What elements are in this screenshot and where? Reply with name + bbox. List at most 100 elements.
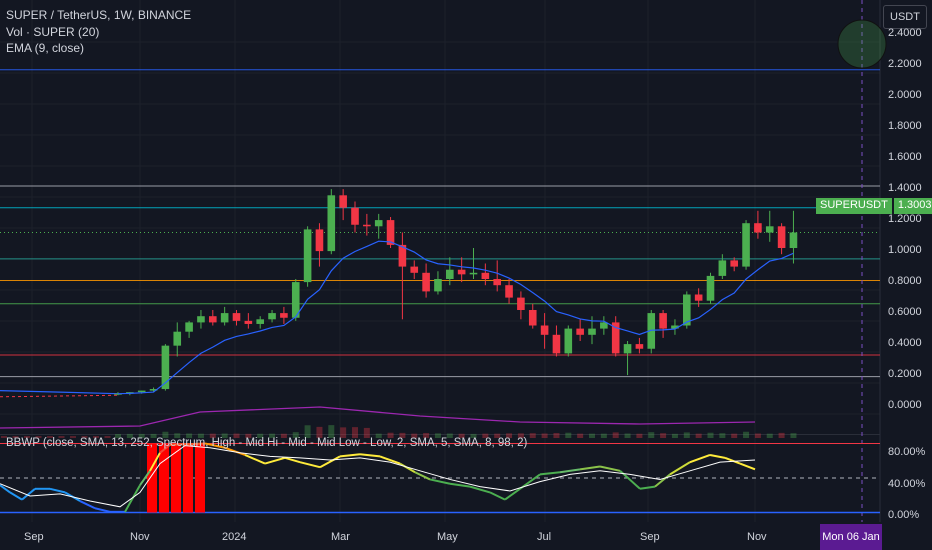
candle-body [351, 207, 359, 225]
volume-bar [541, 433, 548, 438]
time-axis-label: Mar [331, 531, 350, 543]
volume-bar [506, 433, 513, 438]
volume-legend[interactable]: Vol · SUPER (20) [6, 25, 100, 39]
price-axis-label: 2.0000 [888, 89, 922, 101]
volume-bar [446, 433, 453, 438]
bbwp-line [429, 478, 451, 485]
volume-bar [197, 433, 204, 438]
time-axis-label: Sep [640, 531, 660, 543]
time-axis-label: Nov [747, 531, 767, 543]
candle-body [564, 328, 573, 354]
price-axis-label: 1.4000 [888, 182, 922, 194]
bbwp-line [9, 491, 23, 501]
volume-bar [790, 433, 797, 438]
volume-bar [269, 433, 276, 438]
volume-bar [423, 433, 430, 438]
volume-bar [138, 433, 145, 438]
bbwp-line [124, 484, 141, 513]
candle-body [161, 345, 170, 390]
volume-bar [553, 433, 560, 438]
bbwp-line [724, 456, 741, 465]
price-axis-label: 0.8000 [888, 275, 922, 287]
bbwp-extreme-bar [183, 443, 193, 513]
time-axis-label: Sep [24, 531, 44, 543]
volume-bar [304, 425, 311, 438]
bbwp-line [204, 442, 226, 449]
currency-button[interactable]: USDT [883, 5, 927, 29]
price-axis-label: 1.8000 [888, 120, 922, 132]
candle-body [363, 224, 371, 227]
volume-bar [70, 436, 76, 438]
bbwp-line [139, 470, 151, 486]
candle-body [552, 334, 561, 354]
candle-body [730, 260, 738, 267]
time-axis-label: Nov [130, 531, 150, 543]
volume-bar [209, 433, 216, 438]
candle-body [635, 344, 644, 349]
volume-bar [150, 433, 157, 438]
candle-body [232, 313, 241, 321]
candle-body [327, 195, 336, 252]
candle-body [765, 226, 774, 233]
last-price-tag: SUPERUSDT 1.3003 [816, 198, 932, 214]
price-axis-label: 1.0000 [888, 244, 922, 256]
volume-bar [280, 433, 287, 438]
volume-bar [589, 433, 595, 438]
volume-bar [1, 436, 7, 438]
volume-bar [565, 432, 572, 438]
candle-body [303, 229, 312, 283]
symbol-legend[interactable]: SUPER / TetherUS, 1W, BINANCE [6, 8, 192, 22]
price-axis-label: 0.2000 [888, 368, 922, 380]
candle-body [754, 223, 762, 233]
bbwp-line [149, 452, 161, 472]
bbwp-extreme-bar [159, 443, 169, 513]
candle-body [493, 279, 501, 286]
price-axis-label: 0.4000 [888, 337, 922, 349]
volume-bar [636, 433, 643, 438]
volume-bar [292, 432, 299, 438]
ema-legend[interactable]: EMA (9, close) [6, 41, 85, 55]
volume-bar [363, 427, 370, 438]
candle-body [671, 325, 679, 329]
candle-body [197, 316, 205, 323]
candle-body [137, 390, 146, 393]
price-axis-label: 2.2000 [888, 58, 922, 70]
bbwp-line [669, 461, 691, 476]
bbwp-line [469, 485, 491, 494]
volume-bar [126, 433, 133, 438]
bbwp-line [414, 471, 431, 481]
candle-body [374, 220, 383, 227]
time-axis-label: 2024 [222, 531, 247, 543]
candle-body [694, 294, 703, 301]
bbwp-legend[interactable]: BBWP (close, SMA, 13, 252, Spectrum, Hig… [6, 437, 528, 449]
bbwp-line [359, 453, 381, 458]
candle-body [600, 322, 608, 329]
volume-bar [529, 433, 536, 438]
candle-body [209, 316, 217, 323]
volume-bar [375, 433, 382, 438]
candle-body [647, 313, 656, 349]
candle-body [623, 344, 632, 354]
bbwp-line [654, 473, 671, 488]
bbwp-line [639, 485, 656, 490]
volume-bar [766, 433, 773, 438]
time-axis-label: Jul [537, 531, 552, 543]
bbwp-line [244, 454, 266, 465]
ema-line [0, 390, 119, 395]
volume-bar [257, 433, 264, 438]
volume-bar [577, 433, 584, 438]
volume-bar [671, 433, 678, 438]
bbwp-axis-label: 0.00% [888, 509, 920, 521]
bbwp-line [559, 468, 581, 474]
bbwp-line [709, 453, 726, 459]
candle-body [517, 297, 525, 310]
volume-bar [174, 433, 181, 438]
candle-body [446, 269, 454, 279]
bbwp-line [169, 442, 206, 446]
volume-bar [233, 433, 240, 438]
bbwp-line [504, 487, 521, 501]
volume-bar [494, 433, 501, 438]
volume-bar [328, 425, 335, 438]
bbwp-line [489, 491, 506, 501]
